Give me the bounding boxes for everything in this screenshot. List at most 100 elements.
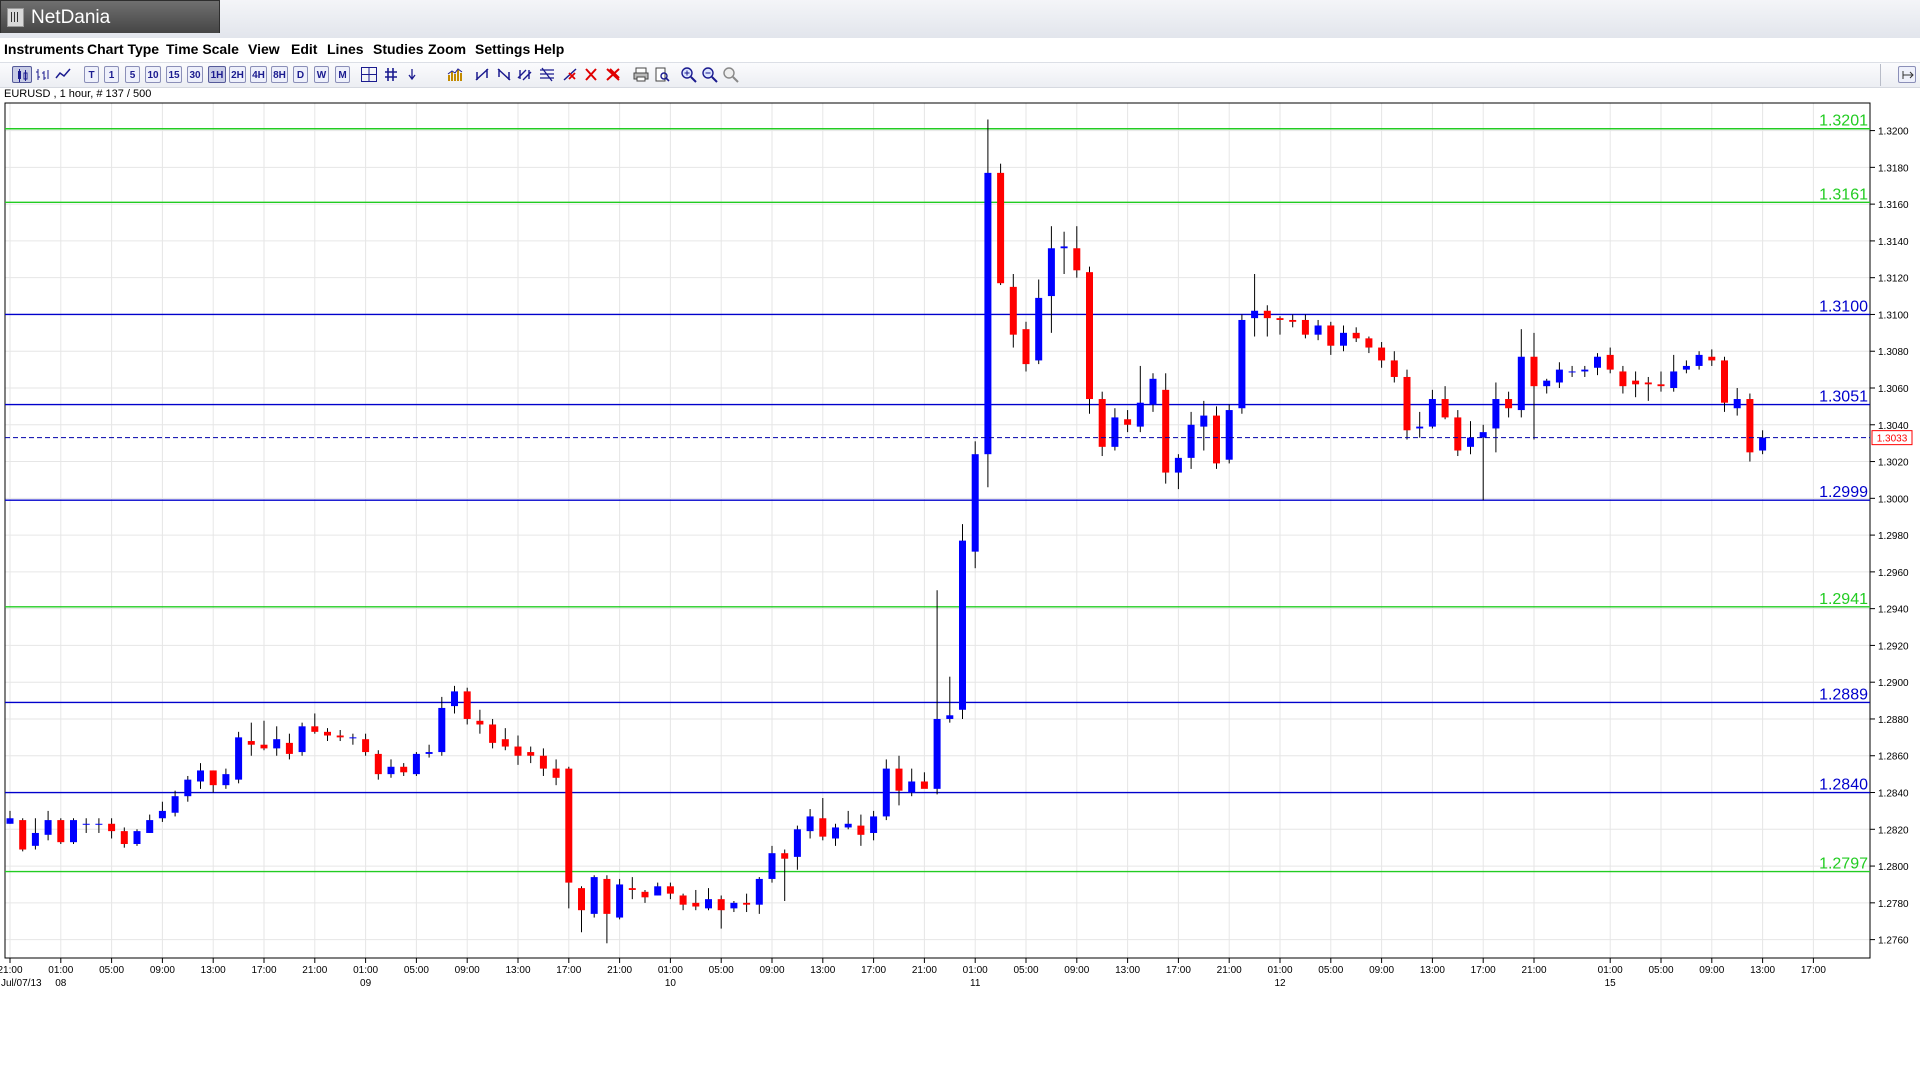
- menu-bar: Instruments Chart Type Time Scale View E…: [0, 38, 1920, 63]
- x-date-label: 12: [1274, 978, 1286, 989]
- menu-lines[interactable]: Lines: [327, 41, 364, 57]
- price-chart[interactable]: 1.3201 1.3161 1.3100 1.3051 1.2999 1.2941 1.28…: [0, 100, 1920, 1000]
- 30-minute-button[interactable]: 30: [187, 66, 203, 83]
- y-tick-label: 1.2960: [1878, 568, 1909, 579]
- candle-bear: [108, 823, 116, 832]
- menu-view[interactable]: View: [248, 41, 280, 57]
- fibonacci-icon[interactable]: [538, 66, 556, 83]
- candle-bull: [1340, 332, 1347, 346]
- menu-help[interactable]: Help: [534, 41, 565, 57]
- x-tick-label: 17:00: [1166, 965, 1191, 976]
- menu-studies[interactable]: Studies: [373, 41, 424, 57]
- daily-button[interactable]: D: [293, 66, 308, 83]
- app-title-tab[interactable]: NetDania FinanceChart: [0, 0, 220, 61]
- 4-hour-button[interactable]: 4H: [250, 66, 267, 83]
- candle-bear: [514, 746, 522, 756]
- x-tick-label: 09:00: [1699, 965, 1724, 976]
- candle-bull: [1416, 426, 1424, 429]
- y-tick-label: 1.3000: [1878, 494, 1909, 505]
- 2-hour-button[interactable]: 2H: [229, 66, 246, 83]
- candlestick-chart-icon[interactable]: [12, 66, 32, 83]
- volume-icon[interactable]: [446, 66, 464, 83]
- candle-bear: [666, 886, 674, 894]
- line-chart-icon[interactable]: [54, 66, 72, 83]
- chart-panel[interactable]: 1.3201 1.3161 1.3100 1.3051 1.2999 1.2941 1.28…: [0, 100, 1920, 1000]
- y-tick-label: 1.3120: [1878, 274, 1909, 285]
- candle-bull: [959, 540, 966, 710]
- level-label: 1.2840: [1819, 777, 1868, 794]
- x-tick-label: 05:00: [99, 965, 124, 976]
- candle-bull: [222, 774, 230, 786]
- y-tick-label: 1.2980: [1878, 531, 1909, 542]
- x-tick-label: 13:00: [1420, 965, 1445, 976]
- x-tick-label: 01:00: [1267, 965, 1292, 976]
- level-label: 1.2999: [1819, 484, 1868, 501]
- trend-line-2-icon[interactable]: [495, 66, 513, 83]
- candle-bear: [1162, 389, 1170, 473]
- 5-minute-button[interactable]: 5: [125, 66, 140, 83]
- candle-bull: [882, 768, 890, 817]
- candle-bear: [641, 891, 649, 898]
- candle-bear: [1327, 325, 1335, 346]
- candle-bull: [971, 454, 979, 552]
- print-preview-icon[interactable]: [653, 66, 671, 83]
- tick-button[interactable]: T: [84, 66, 99, 83]
- candle-bull: [1047, 248, 1055, 297]
- 15-minute-button[interactable]: 15: [166, 66, 182, 83]
- candle-bull: [806, 816, 814, 832]
- 10-minute-button[interactable]: 10: [145, 66, 161, 83]
- x-tick-label: 09:00: [455, 965, 480, 976]
- candle-bull: [1136, 402, 1144, 427]
- 1-hour-button[interactable]: 1H: [208, 66, 226, 83]
- candle-bull: [832, 827, 839, 839]
- weekly-button[interactable]: W: [314, 66, 329, 83]
- print-icon[interactable]: [632, 66, 650, 83]
- candle-bull: [908, 781, 916, 793]
- candle-bull: [133, 831, 141, 844]
- menu-instruments[interactable]: Instruments: [4, 41, 85, 57]
- trend-line-icon[interactable]: [473, 66, 491, 83]
- crosshair-icon[interactable]: [360, 66, 378, 83]
- y-tick-label: 1.2840: [1878, 789, 1909, 800]
- candle-bull: [793, 829, 801, 857]
- menu-chart-type[interactable]: Chart Type: [87, 41, 160, 57]
- candle-bull: [870, 816, 878, 833]
- candle-bear: [1098, 399, 1106, 447]
- zoom-in-icon[interactable]: [680, 66, 698, 83]
- panel-toggle-icon[interactable]: [1898, 66, 1916, 83]
- candle-bull: [197, 770, 204, 782]
- y-tick-label: 1.3200: [1878, 127, 1909, 138]
- candle-bull: [705, 899, 712, 909]
- x-tick-label: 05:00: [1648, 965, 1673, 976]
- delete-icon[interactable]: [583, 66, 599, 83]
- candle-bull: [171, 796, 179, 813]
- delete-line-icon[interactable]: [561, 66, 579, 83]
- zoom-out-icon[interactable]: [701, 66, 719, 83]
- candle-bear: [1263, 310, 1271, 319]
- candle-bear: [374, 753, 382, 775]
- menu-zoom[interactable]: Zoom: [428, 41, 467, 57]
- 1-minute-button[interactable]: 1: [104, 66, 119, 83]
- menu-settings[interactable]: Settings: [475, 41, 531, 57]
- menu-edit[interactable]: Edit: [291, 41, 318, 57]
- y-tick-label: 1.2880: [1878, 715, 1909, 726]
- monthly-button[interactable]: M: [335, 66, 350, 83]
- bar-chart-icon[interactable]: [34, 66, 51, 83]
- 8-hour-button[interactable]: 8H: [271, 66, 288, 83]
- x-tick-label: 17:00: [556, 965, 581, 976]
- menu-time-scale[interactable]: Time Scale: [166, 41, 239, 57]
- x-tick-label: 05:00: [404, 965, 429, 976]
- candle-bear: [857, 825, 865, 835]
- x-tick-label: 21:00: [1217, 965, 1242, 976]
- delete-all-icon[interactable]: [604, 66, 622, 83]
- candle-bear: [1022, 329, 1030, 365]
- x-tick-label: 01:00: [963, 965, 988, 976]
- candle-bull: [387, 766, 395, 775]
- candle-bull: [1225, 410, 1233, 460]
- arrow-down-icon[interactable]: [405, 66, 419, 83]
- candle-bear: [1441, 399, 1449, 418]
- zoom-reset-icon[interactable]: [722, 66, 740, 83]
- current-price-group: 1.3033: [5, 430, 1913, 446]
- grid-icon[interactable]: [383, 66, 399, 83]
- channel-icon[interactable]: [516, 66, 534, 83]
